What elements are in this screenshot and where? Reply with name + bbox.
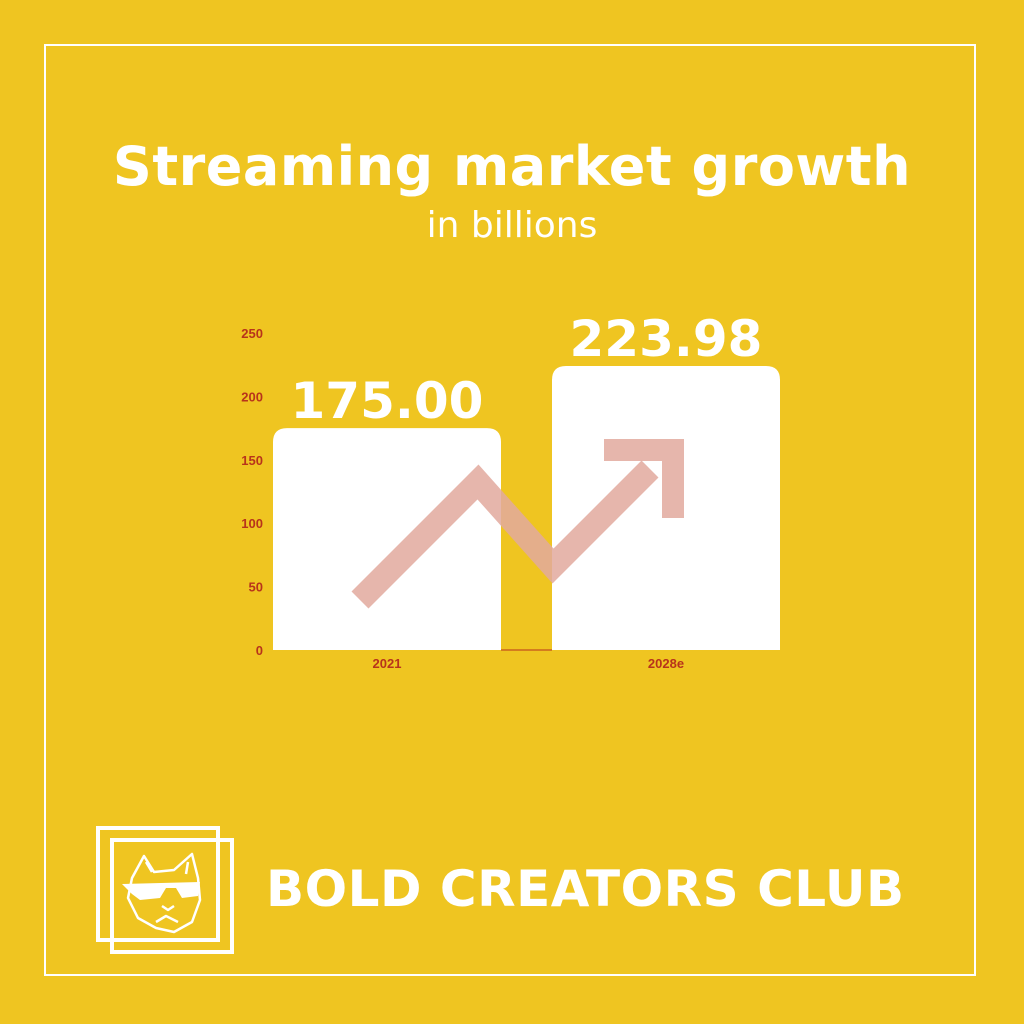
y-axis-ticks: 0 50 100 150 200 250 (241, 326, 552, 658)
chart-title: Streaming market growth (112, 135, 912, 198)
brand-name: BOLD CREATORS CLUB (266, 860, 905, 918)
x-tick-label: 2021 (373, 656, 402, 671)
chart-subtitle: in billions (426, 205, 598, 246)
y-tick-label: 150 (241, 453, 263, 468)
y-tick-label: 100 (241, 516, 263, 531)
y-tick-label: 250 (241, 326, 263, 341)
y-tick-label: 50 (249, 580, 263, 595)
trend-arrow-line (351, 460, 659, 609)
y-tick-label: 200 (241, 389, 263, 404)
trend-arrow-head (604, 439, 684, 518)
bulldog-sunglasses-icon (96, 826, 236, 956)
bar (273, 428, 501, 650)
data-labels: 175.00 223.98 (291, 310, 763, 430)
x-axis-ticks: 2021 2028e (373, 656, 685, 671)
border-frame (44, 44, 976, 976)
y-tick-label: 0 (256, 643, 263, 658)
trend-arrow-icon (351, 439, 684, 609)
data-label: 175.00 (291, 372, 484, 430)
x-tick-label: 2028e (648, 656, 684, 671)
data-label: 223.98 (570, 310, 763, 368)
